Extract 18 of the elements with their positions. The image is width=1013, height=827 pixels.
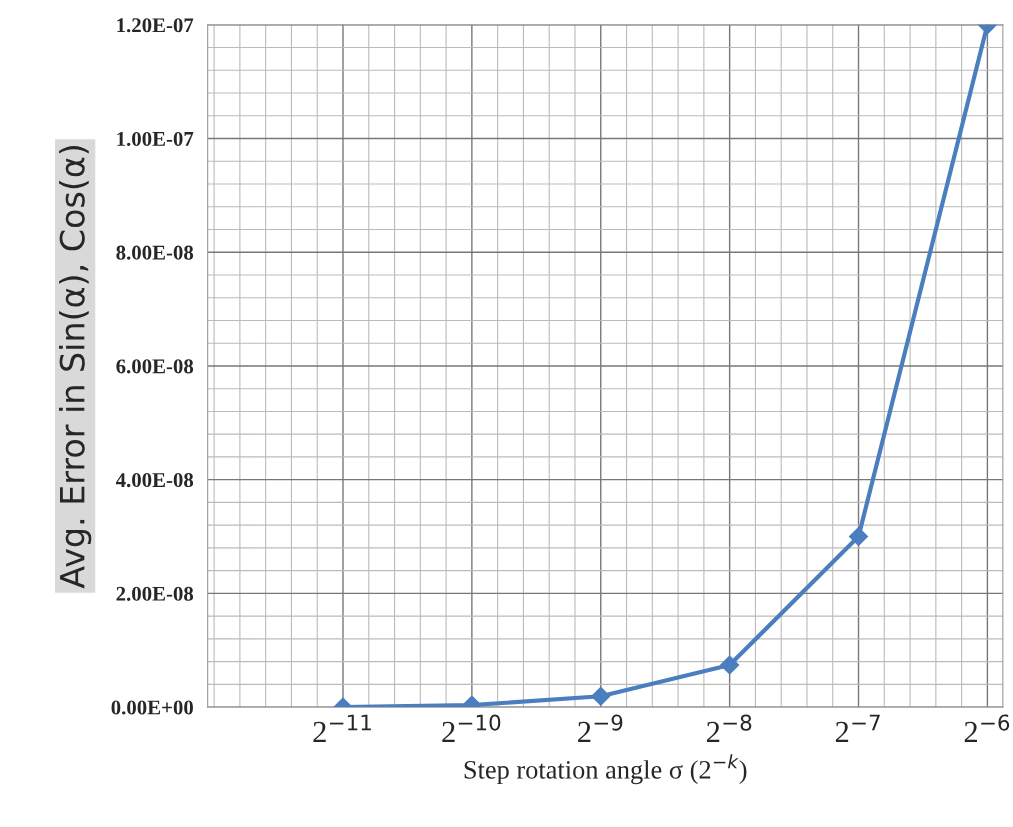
y-tick-label: 8.00E-08 — [116, 245, 194, 260]
y-axis-title: Avg. Error in Sin(α), Cos(α) — [59, 146, 92, 589]
x-tick-label: 2$^{−9}$ — [578, 714, 623, 743]
point — [848, 526, 869, 547]
y-tick-label: 4.00E-08 — [115, 473, 194, 488]
point — [591, 686, 611, 706]
point — [720, 655, 740, 675]
x-tick-label: 2$^{−6}$ — [964, 714, 1010, 743]
x-tick-label: 2$^{−8}$ — [706, 714, 752, 743]
x-axis-title: Step rotation angle σ (2$^{−k}$) — [464, 754, 747, 785]
x-tick-label: 2$^{−10}$ — [442, 714, 501, 743]
y-tick-label: 6.00E-08 — [116, 359, 194, 374]
y-tick-label: 0.00E+00 — [111, 700, 193, 715]
x-tick-label: 2$^{−7}$ — [835, 714, 880, 742]
y-tick-label: 1.00E-07 — [117, 131, 194, 147]
y-tick-label: 2.00E-08 — [116, 586, 194, 601]
x-tick-label: 2$^{−11}$ — [313, 714, 371, 742]
y-tick-label: 1.20E-07 — [117, 18, 194, 33]
